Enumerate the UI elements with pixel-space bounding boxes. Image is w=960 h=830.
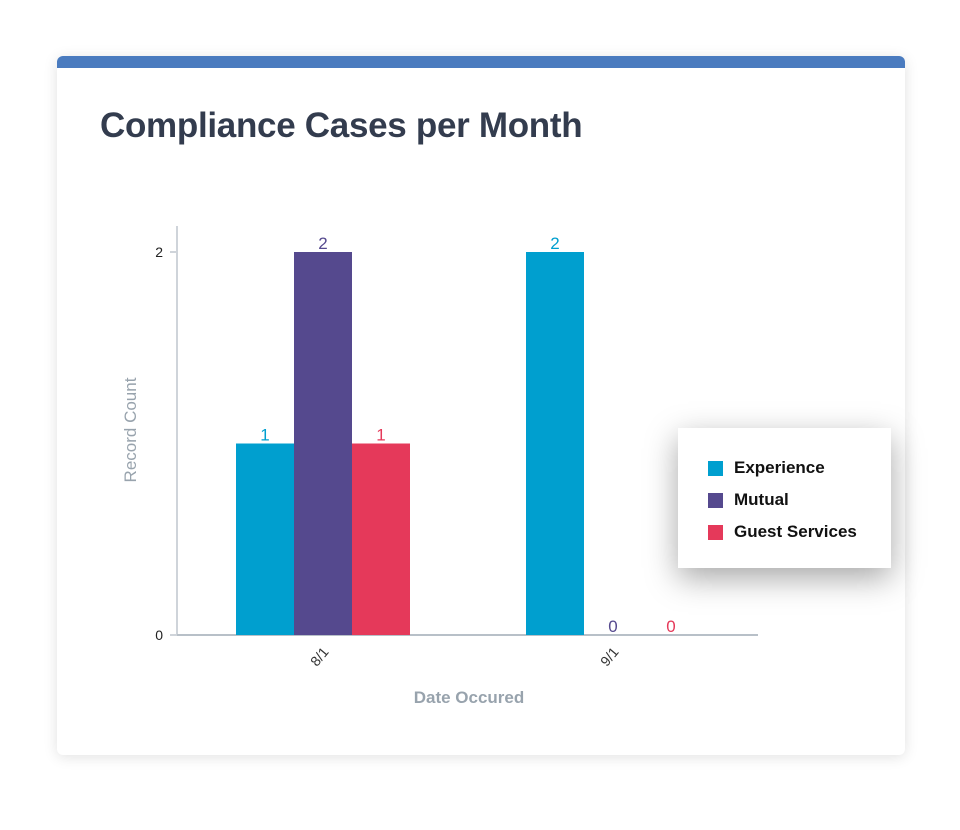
bar-mutual xyxy=(294,252,352,635)
x-tick-label: 9/1 xyxy=(597,644,622,669)
legend-item-experience[interactable]: Experience xyxy=(708,458,825,478)
legend-swatch xyxy=(708,524,723,540)
chart-card: Compliance Cases per Month xyxy=(57,56,905,755)
chart-legend: Experience Mutual Guest Services xyxy=(678,428,891,568)
y-axis-title: Record Count xyxy=(121,377,140,482)
x-axis-title: Date Occured xyxy=(414,688,525,707)
legend-item-mutual[interactable]: Mutual xyxy=(708,490,789,510)
data-label: 0 xyxy=(608,617,617,636)
y-tick-label: 0 xyxy=(155,627,163,643)
chart-title: Compliance Cases per Month xyxy=(100,106,583,145)
bar-experience xyxy=(526,252,584,635)
data-label: 1 xyxy=(376,426,385,445)
y-tick-label: 2 xyxy=(155,244,163,260)
legend-label: Guest Services xyxy=(734,522,857,541)
data-label: 0 xyxy=(666,617,675,636)
legend-label: Experience xyxy=(734,458,825,477)
data-label: 2 xyxy=(318,234,327,253)
legend-item-guest-services[interactable]: Guest Services xyxy=(708,522,857,542)
legend-swatch xyxy=(708,492,723,508)
x-tick-label: 8/1 xyxy=(307,644,332,669)
data-label: 2 xyxy=(550,234,559,253)
card-accent-bar xyxy=(57,56,905,68)
data-label: 1 xyxy=(260,426,269,445)
legend-swatch xyxy=(708,460,723,476)
legend-label: Mutual xyxy=(734,490,789,509)
bar-guest-services xyxy=(352,443,410,635)
bar-experience xyxy=(236,443,294,635)
